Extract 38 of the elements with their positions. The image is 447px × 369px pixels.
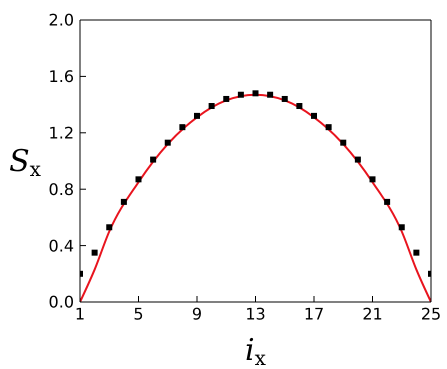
point	[120, 198, 127, 205]
x-tick-label: 1	[74, 304, 86, 324]
y-tick-label: 0.8	[48, 180, 74, 199]
x-tick-label: 21	[362, 304, 383, 324]
x-tick-label: 13	[245, 304, 266, 324]
point	[179, 124, 186, 130]
x-tick-label: 25	[420, 304, 442, 324]
point	[238, 92, 244, 98]
point	[150, 156, 156, 163]
point	[311, 112, 317, 119]
point	[252, 90, 258, 96]
point	[370, 176, 376, 182]
point	[398, 224, 405, 230]
point	[194, 112, 200, 119]
y-tick-label: 0.4	[48, 236, 74, 256]
point	[384, 198, 390, 205]
x-tick-label: 9	[192, 304, 202, 324]
y-tick-label: 0.0	[48, 292, 74, 312]
point	[413, 250, 420, 256]
point	[223, 96, 230, 102]
point	[267, 92, 274, 98]
point	[208, 103, 215, 110]
point	[92, 250, 98, 256]
point	[282, 96, 288, 102]
point	[164, 140, 171, 146]
y-tick-label: 1.2	[48, 123, 74, 142]
point	[136, 176, 142, 182]
x-tick-label: 17	[304, 304, 324, 324]
x-tick-label: 5	[133, 304, 144, 324]
point	[326, 124, 332, 130]
y-tick-label: 1.6	[48, 67, 74, 86]
point	[106, 224, 112, 230]
point	[340, 140, 346, 146]
x-axis-title: i$_{x}$	[245, 333, 267, 369]
point	[354, 156, 361, 163]
y-axis-title: S$_{x}$	[9, 144, 42, 181]
point	[296, 103, 302, 110]
y-tick-label: 2.0	[48, 10, 74, 30]
